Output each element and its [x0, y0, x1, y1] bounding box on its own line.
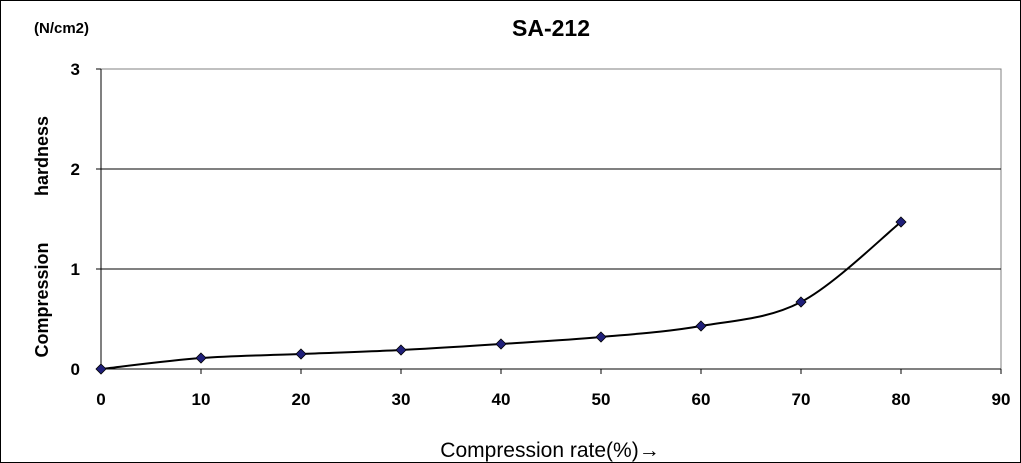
data-point-0-6: [695, 320, 707, 332]
x-tick-label-5: 50: [592, 390, 611, 409]
data-point-0-4: [495, 338, 507, 350]
x-tick-label-4: 40: [492, 390, 511, 409]
y-axis-label-first-word: Compression: [32, 242, 52, 357]
x-tick-label-7: 70: [792, 390, 811, 409]
data-point-0-5: [595, 331, 607, 343]
y-tick-label-2: 2: [71, 160, 80, 179]
x-tick-label-8: 80: [892, 390, 911, 409]
x-tick-label-9: 90: [992, 390, 1011, 409]
data-point-0-8: [895, 216, 907, 228]
data-point-0-2: [295, 348, 307, 360]
data-point-0-3: [395, 344, 407, 356]
plot-border: [100, 68, 1002, 370]
y-tick-label-3: 3: [71, 60, 80, 79]
x-tick-label-2: 20: [292, 390, 311, 409]
chart-title: SA-212: [512, 15, 590, 41]
y-tick-label-0: 0: [71, 360, 80, 379]
data-point-0-7: [795, 296, 807, 308]
x-tick-label-1: 10: [192, 390, 211, 409]
y-tick-label-1: 1: [71, 260, 80, 279]
x-tick-label-6: 60: [692, 390, 711, 409]
data-point-0-1: [195, 352, 207, 364]
data-point-0-0: [95, 363, 107, 375]
unit-label: (N/cm2): [34, 20, 89, 37]
y-axis-label-second-word: hardness: [32, 116, 52, 196]
x-tick-label-3: 30: [392, 390, 411, 409]
x-tick-label-0: 0: [96, 390, 105, 409]
x-axis-label: Compression rate(%)→: [440, 439, 659, 462]
